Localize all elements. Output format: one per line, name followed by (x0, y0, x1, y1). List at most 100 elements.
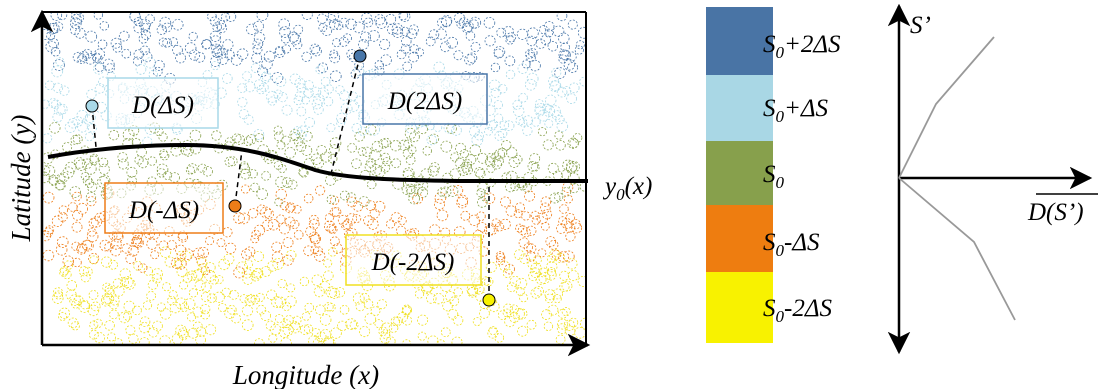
station-marker (312, 338, 323, 344)
station-marker (212, 22, 222, 32)
station-marker (352, 213, 362, 223)
station-marker (352, 21, 365, 34)
station-marker (328, 287, 340, 299)
station-marker (42, 191, 55, 204)
station-marker (505, 205, 517, 217)
station-marker (54, 180, 65, 191)
station-marker (357, 126, 368, 136)
station-marker (202, 70, 213, 80)
station-marker (508, 156, 520, 168)
station-marker (543, 321, 554, 332)
station-marker (544, 289, 556, 301)
station-marker (256, 204, 267, 214)
station-marker (363, 215, 374, 226)
station-marker (409, 131, 420, 143)
station-marker (233, 266, 246, 279)
station-marker (252, 38, 264, 50)
station-marker (290, 132, 300, 142)
station-marker (227, 156, 238, 167)
station-marker (177, 230, 188, 241)
station-marker (180, 250, 192, 263)
legend-swatch-s0 (706, 141, 773, 205)
station-marker (82, 239, 94, 252)
station-marker (71, 241, 81, 251)
station-marker (294, 91, 305, 102)
station-marker (331, 207, 342, 217)
station-marker (401, 306, 411, 316)
station-marker (328, 154, 338, 164)
station-marker (162, 22, 173, 33)
station-marker (522, 183, 532, 193)
station-marker (175, 324, 187, 337)
station-marker (555, 140, 566, 151)
station-marker (159, 150, 170, 161)
station-marker (534, 103, 547, 115)
station-marker (228, 289, 239, 300)
station-marker (54, 103, 66, 116)
station-marker (70, 321, 80, 331)
station-marker (518, 93, 528, 103)
station-marker (280, 201, 290, 211)
station-marker (207, 12, 217, 22)
station-marker (73, 295, 84, 306)
station-marker (159, 16, 172, 29)
station-marker (540, 202, 551, 214)
station-marker (275, 188, 287, 201)
station-marker (263, 50, 276, 63)
station-marker (544, 119, 554, 128)
station-marker (133, 260, 143, 271)
station-marker (109, 300, 119, 310)
station-marker (456, 19, 466, 29)
station-marker (253, 224, 266, 236)
station-marker (557, 318, 568, 330)
station-marker (296, 129, 307, 141)
station-marker (316, 144, 327, 156)
station-marker (256, 84, 266, 95)
station-marker (175, 52, 186, 64)
station-marker (303, 88, 314, 98)
station-marker (420, 282, 433, 295)
station-marker (333, 20, 344, 31)
station-marker (561, 280, 573, 292)
station-marker (87, 227, 97, 237)
station-marker (304, 157, 315, 169)
station-marker (69, 186, 81, 198)
station-marker (552, 294, 562, 304)
station-marker (137, 157, 149, 169)
station-marker (278, 326, 290, 338)
station-marker (334, 287, 346, 298)
station-marker (104, 320, 115, 331)
station-marker (59, 85, 70, 96)
profile-x-label: D(S’) (1027, 199, 1084, 226)
station-marker (317, 87, 330, 99)
station-marker (311, 45, 322, 57)
station-marker (299, 324, 311, 335)
point-d-plus-2 (353, 49, 367, 63)
station-marker (163, 170, 173, 180)
station-marker (78, 51, 90, 62)
station-marker (555, 252, 566, 263)
station-marker (503, 120, 515, 131)
station-marker (88, 217, 99, 228)
station-marker (390, 316, 401, 327)
station-marker (62, 269, 72, 280)
station-marker (415, 47, 425, 57)
station-marker (519, 293, 529, 303)
station-marker (530, 210, 540, 220)
station-marker (172, 44, 183, 56)
station-marker (200, 304, 211, 315)
station-marker (280, 337, 292, 344)
station-marker (250, 271, 261, 282)
station-marker (209, 16, 220, 27)
station-marker (252, 44, 263, 55)
station-marker (537, 127, 547, 137)
station-marker (451, 336, 463, 344)
station-marker (401, 36, 412, 47)
station-marker (148, 327, 159, 338)
station-marker (374, 66, 385, 77)
station-marker (59, 267, 69, 277)
station-marker (242, 273, 254, 285)
station-marker (281, 34, 291, 44)
station-marker (560, 49, 571, 61)
station-marker (132, 56, 143, 66)
